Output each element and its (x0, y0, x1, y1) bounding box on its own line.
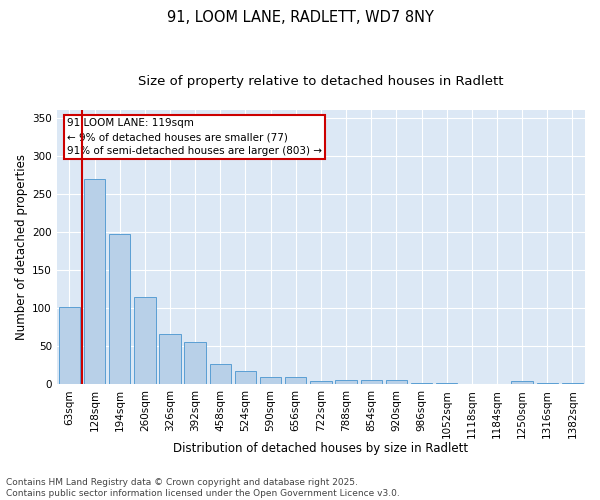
Bar (536, 382, 558, 384)
Bar (159, 334, 181, 384)
Bar (562, 382, 583, 384)
Bar (335, 380, 357, 384)
Bar (59, 306, 80, 384)
Bar (84, 178, 105, 384)
Text: Contains HM Land Registry data © Crown copyright and database right 2025.
Contai: Contains HM Land Registry data © Crown c… (6, 478, 400, 498)
Text: 91 LOOM LANE: 119sqm
← 9% of detached houses are smaller (77)
91% of semi-detach: 91 LOOM LANE: 119sqm ← 9% of detached ho… (67, 118, 322, 156)
Bar (285, 378, 307, 384)
Y-axis label: Number of detached properties: Number of detached properties (15, 154, 28, 340)
Bar (511, 381, 533, 384)
Bar (310, 381, 332, 384)
Title: Size of property relative to detached houses in Radlett: Size of property relative to detached ho… (138, 75, 503, 88)
Bar (209, 364, 231, 384)
X-axis label: Distribution of detached houses by size in Radlett: Distribution of detached houses by size … (173, 442, 469, 455)
Bar (386, 380, 407, 384)
Bar (134, 296, 155, 384)
Bar (235, 372, 256, 384)
Bar (260, 376, 281, 384)
Bar (361, 380, 382, 384)
Bar (109, 234, 130, 384)
Bar (411, 382, 432, 384)
Text: 91, LOOM LANE, RADLETT, WD7 8NY: 91, LOOM LANE, RADLETT, WD7 8NY (167, 10, 433, 25)
Bar (184, 342, 206, 384)
